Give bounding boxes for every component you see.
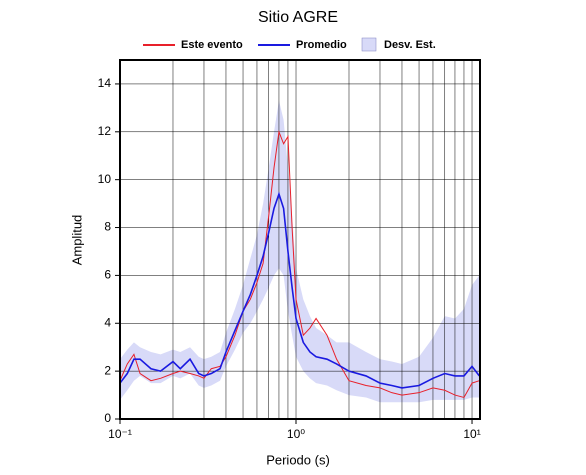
chart-title: Sitio AGRE: [258, 9, 338, 26]
y-tick-label: 8: [104, 220, 111, 234]
x-tick-label: 10¹: [463, 427, 480, 441]
legend-label: Promedio: [296, 39, 347, 51]
y-tick-label: 12: [98, 124, 112, 138]
series-line: [119, 191, 480, 389]
y-tick-label: 4: [104, 315, 111, 329]
y-tick-label: 0: [104, 411, 111, 425]
legend-label: Desv. Est.: [384, 39, 436, 51]
y-tick-label: 10: [98, 172, 112, 186]
y-tick-label: 6: [104, 268, 111, 282]
std-band: [120, 100, 480, 403]
plot-frame: [119, 59, 481, 420]
legend-label: Este evento: [181, 39, 243, 51]
legend-swatch: [361, 37, 377, 52]
x-axis-label: Periodo (s): [266, 452, 330, 467]
y-tick-label: 2: [104, 363, 111, 377]
x-tick-label: 10⁰: [287, 427, 305, 441]
y-tick-label: 14: [98, 76, 112, 90]
series-line: [119, 129, 480, 399]
x-tick-label: 10⁻¹: [108, 427, 132, 441]
y-axis-label: Amplitud: [69, 215, 84, 266]
